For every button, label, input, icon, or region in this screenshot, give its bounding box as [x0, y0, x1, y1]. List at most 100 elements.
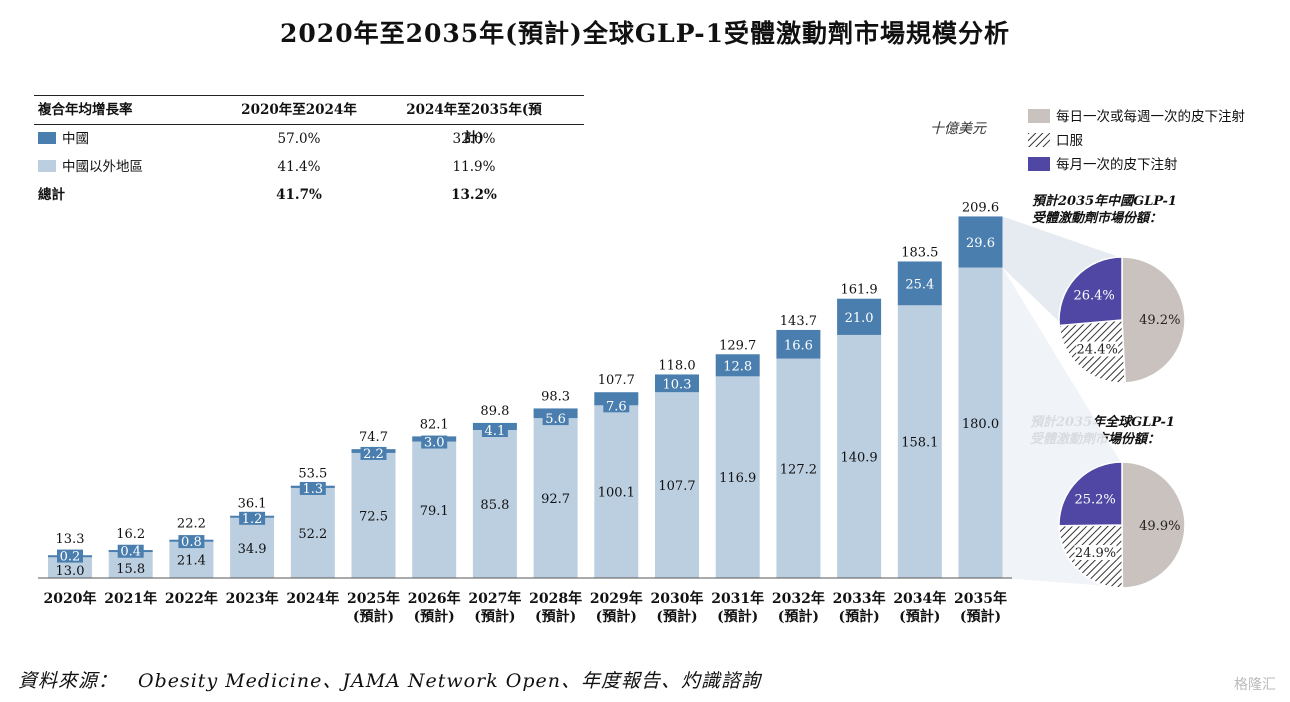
bar-value-box: [299, 481, 326, 495]
x-tick-label: (預計): [535, 608, 576, 625]
bar-value-ex-china: 127.2: [780, 462, 817, 477]
bar-value-china: 25.4: [905, 277, 934, 292]
x-tick-label: 2021年: [104, 590, 157, 607]
legend-label: 每日一次或每週一次的皮下注射: [1056, 109, 1245, 125]
bar-total-label: 183.5: [901, 245, 938, 260]
bar-total-label: 36.1: [238, 497, 267, 512]
bar-value-china: 1.3: [302, 482, 323, 497]
x-tick-label: (預計): [414, 608, 455, 625]
cagr-row-label: 中國: [62, 131, 89, 147]
bar-value-ex-china: 85.8: [480, 498, 509, 513]
bar-ex-china: [230, 517, 275, 578]
x-tick-label: 2022年: [165, 590, 218, 607]
bar-value-china: 10.3: [663, 377, 692, 392]
bar-value-china: 0.2: [60, 550, 81, 565]
cagr-header-row: 複合年均增長率 2020年至2024年 2024年至2035年(預計): [34, 96, 584, 146]
x-tick-label: 2035年: [954, 590, 1007, 607]
bar-total-label: 143.7: [780, 314, 817, 329]
bar-value-box: [542, 412, 569, 426]
unit-label: 十億美元: [930, 121, 986, 137]
x-tick-label: (預計): [778, 608, 819, 625]
bar-value-china: 2.2: [363, 447, 384, 462]
bar-ex-china: [594, 405, 639, 578]
legend-item-sc-daily-weekly: 每日一次或每週一次的皮下注射: [1028, 105, 1245, 129]
bar-value-box: [967, 235, 994, 249]
bar-total-label: 22.2: [177, 517, 206, 532]
x-tick-label: 2026年: [408, 590, 461, 607]
bar-value-box: [603, 399, 630, 413]
x-tick-label: 2024年: [286, 590, 339, 607]
cagr-header-period2: 2024年至2035年(預計): [406, 102, 542, 146]
cagr-row-china: 中國 57.0% 32.6%: [34, 125, 584, 153]
pie-slice: [1058, 461, 1123, 527]
x-tick-label: 2031年: [711, 590, 764, 607]
bar-value-ex-china: 13.0: [56, 564, 85, 579]
x-tick-label: 2025年: [347, 590, 400, 607]
x-tick-label: (預計): [656, 608, 697, 625]
bar-ex-china: [472, 429, 517, 578]
pie-slice: [1058, 256, 1123, 327]
bar-value-box: [360, 446, 387, 460]
x-tick-label: (預計): [474, 608, 515, 625]
legend-item-oral: 口服: [1028, 129, 1245, 153]
pie-slice: [1121, 461, 1186, 589]
legend-swatch-hatch: [1028, 133, 1050, 147]
bar-value-box: [57, 549, 83, 563]
bar-value-ex-china: 52.2: [298, 527, 327, 542]
bar-total-label: 129.7: [719, 338, 756, 353]
pie-global: 49.9% 24.9% 25.2%: [1058, 461, 1186, 589]
x-tick-label: (預計): [596, 608, 637, 625]
bar-value-china: 0.4: [120, 545, 141, 560]
x-tick-label: 2030年: [651, 590, 704, 607]
x-tick-label: (預計): [960, 608, 1001, 625]
bar-total-label: 209.6: [962, 200, 999, 215]
bar-value-china: 16.6: [784, 338, 813, 353]
cagr-row-ex-china: 中國以外地區 41.4% 11.9%: [34, 153, 584, 181]
pie-label-bg: [1074, 544, 1117, 560]
bar-total-label: 74.7: [359, 430, 388, 445]
bar-ex-china: [351, 452, 396, 578]
legend-swatch: [1028, 157, 1050, 171]
bar-value-china: 7.6: [606, 399, 627, 414]
bar-value-box: [421, 435, 448, 449]
x-tick-label: 2032年: [772, 590, 825, 607]
cagr-value: 32.6%: [452, 131, 496, 147]
x-tick-label: 2034年: [893, 590, 946, 607]
bar-value-ex-china: 100.1: [598, 486, 635, 501]
bar-value-ex-china: 21.4: [177, 554, 206, 569]
cagr-total-label: 總計: [38, 187, 65, 203]
bar-ex-china: [412, 441, 457, 578]
x-tick-label: (預計): [899, 608, 940, 625]
bar-ex-china: [290, 487, 335, 578]
bar-value-ex-china: 180.0: [962, 417, 999, 432]
watermark: 格隆汇: [1234, 677, 1276, 693]
bar-total-label: 161.9: [840, 283, 877, 298]
bar-value-ex-china: 34.9: [238, 542, 267, 557]
bar-value-box: [906, 277, 933, 291]
cagr-value: 11.9%: [452, 159, 496, 175]
bar-value-box: [117, 544, 144, 558]
bar-ex-china: [533, 418, 578, 578]
bar-value-china: 29.6: [966, 236, 995, 251]
bar-value-ex-china: 92.7: [541, 492, 570, 507]
pie-slice-label: 25.2%: [1074, 492, 1115, 507]
x-tick-label: 2023年: [226, 590, 279, 607]
bar-value-box: [481, 423, 508, 437]
cagr-value: 57.0%: [277, 131, 321, 147]
bar-value-china: 4.1: [485, 424, 506, 439]
bar-value-ex-china: 107.7: [658, 479, 695, 494]
bar-value-china: 5.6: [545, 412, 566, 427]
pie-slice: [1121, 256, 1186, 384]
bar-value-ex-china: 15.8: [116, 562, 145, 577]
bar-value-box: [846, 310, 873, 324]
bar-value-ex-china: 79.1: [420, 504, 449, 519]
bar-value-ex-china: 72.5: [359, 509, 388, 524]
cagr-value: 13.2%: [451, 187, 497, 203]
x-tick-label: 2029年: [590, 590, 643, 607]
x-tick-label: 2027年: [468, 590, 521, 607]
bar-value-ex-china: 158.1: [901, 436, 938, 451]
bar-value-ex-china: 116.9: [719, 471, 756, 486]
pie-slice-label: 26.4%: [1073, 288, 1114, 303]
bar-ex-china: [958, 267, 1003, 578]
